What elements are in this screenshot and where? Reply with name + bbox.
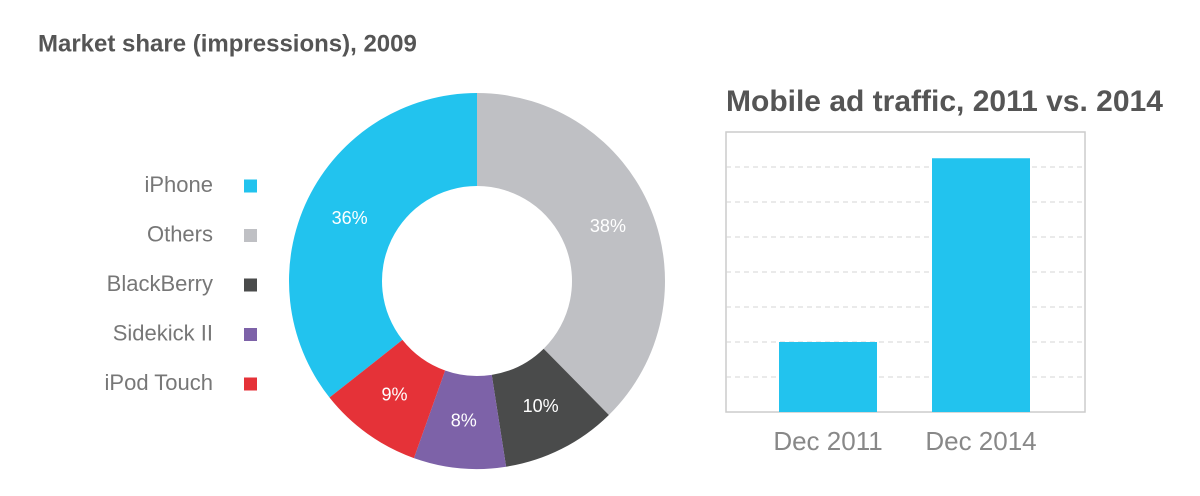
x-tick-label: Dec 2011 <box>773 426 882 456</box>
data-label: 9% <box>382 385 408 405</box>
donut-slice <box>477 93 665 415</box>
data-label: 10% <box>523 396 559 416</box>
legend-label: BlackBerry <box>107 271 213 296</box>
legend-swatch <box>244 328 257 341</box>
donut-slice <box>329 339 446 459</box>
donut-slice <box>289 93 477 398</box>
bar <box>779 342 877 412</box>
chart-title: Market share (impressions), 2009 <box>38 30 417 57</box>
donut-slice <box>413 370 507 469</box>
legend-swatch <box>244 278 257 292</box>
donut-slice <box>491 348 609 467</box>
bar <box>932 158 1030 412</box>
x-tick-label: Dec 2014 <box>925 426 1036 456</box>
legend-swatch <box>244 229 257 242</box>
legend-label: Sidekick II <box>113 320 213 345</box>
chart-title: Mobile ad traffic, 2011 vs. 2014 <box>726 85 1163 118</box>
data-label: 38% <box>590 216 626 236</box>
legend-label: Others <box>147 221 213 246</box>
data-label: 8% <box>451 411 477 431</box>
legend-swatch <box>244 377 257 391</box>
legend-label: iPhone <box>144 172 213 197</box>
legend-swatch <box>244 179 257 193</box>
data-label: 36% <box>332 208 368 228</box>
legend-label: iPod Touch <box>105 370 213 395</box>
